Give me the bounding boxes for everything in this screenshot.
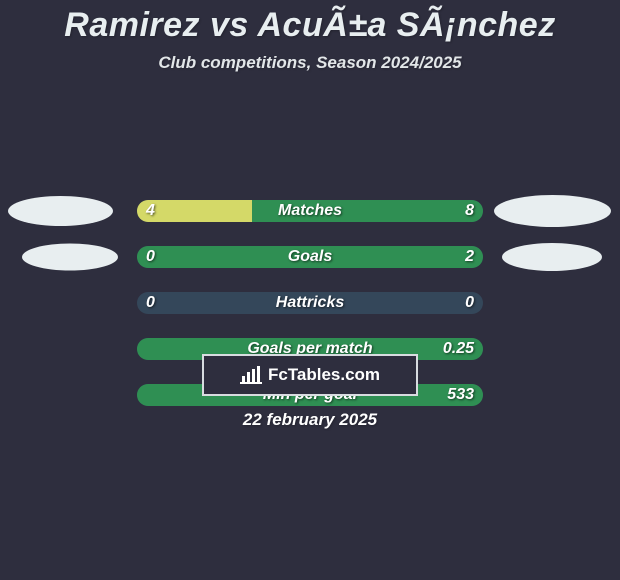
stat-value-right: 0.25 — [443, 340, 474, 358]
source-logo-box: FcTables.com — [202, 354, 418, 396]
subtitle: Club competitions, Season 2024/2025 — [0, 53, 620, 73]
date-text: 22 february 2025 — [243, 410, 377, 430]
stat-value-left: 0 — [146, 248, 155, 266]
stat-value-left: 0 — [146, 294, 155, 312]
stat-value-right: 533 — [447, 386, 474, 404]
stat-row: 0 0 Hattricks — [0, 288, 620, 318]
player-left-oval — [8, 196, 113, 226]
stat-value-right: 2 — [465, 248, 474, 266]
player-right-oval — [502, 243, 602, 271]
stat-metric-label: Hattricks — [276, 294, 344, 312]
comparison-infographic: Ramirez vs AcuÃ±a SÃ¡nchez Club competit… — [0, 0, 620, 580]
stat-value-right: 0 — [465, 294, 474, 312]
stat-value-right: 8 — [465, 202, 474, 220]
stat-row: 0 2 Goals — [0, 242, 620, 272]
stat-metric-label: Matches — [278, 202, 342, 220]
stat-value-left: 4 — [146, 202, 155, 220]
page-title: Ramirez vs AcuÃ±a SÃ¡nchez — [0, 0, 620, 45]
stat-row: 4 8 Matches — [0, 196, 620, 226]
stat-metric-label: Goals — [288, 248, 332, 266]
player-right-oval — [494, 195, 611, 227]
player-left-oval — [22, 244, 118, 271]
source-logo-text: FcTables.com — [268, 365, 380, 385]
barchart-icon — [240, 366, 262, 384]
